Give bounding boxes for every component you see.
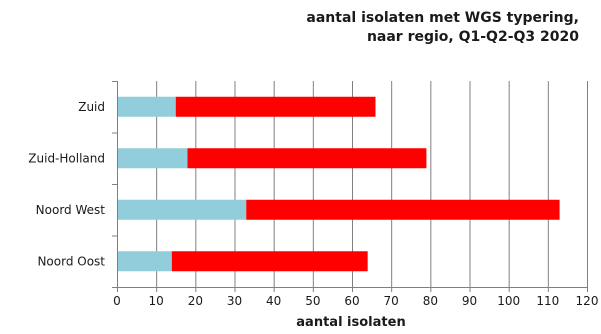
chart-title-line-1: aantal isolaten met WGS typering,: [306, 10, 579, 26]
bar-segment-2: [175, 96, 376, 117]
bar-segment-2: [246, 199, 560, 220]
x-axis-label: aantal isolaten: [296, 315, 406, 330]
chart-title-line-2: naar regio, Q1-Q2-Q3 2020: [366, 29, 579, 45]
x-tick-label: 0: [113, 294, 121, 308]
x-tick-label: 40: [266, 294, 281, 308]
x-tick-label: 90: [462, 294, 477, 308]
x-tick-label: 110: [536, 294, 559, 308]
x-tick-label: 30: [227, 294, 242, 308]
bar-segment-2: [171, 251, 368, 272]
category-label: Zuid: [78, 100, 105, 114]
axes: [112, 81, 588, 292]
bar-segment-1: [117, 96, 176, 117]
category-labels: Zuid Zuid-Holland Noord West Noord Oost: [28, 100, 105, 269]
category-label: Noord West: [36, 203, 106, 217]
bar-segment-2: [187, 148, 427, 169]
category-label: Noord Oost: [37, 254, 105, 268]
x-tick-label: 20: [188, 294, 203, 308]
x-tick-label: 80: [423, 294, 438, 308]
x-tick-label: 50: [305, 294, 320, 308]
bar-segment-1: [117, 251, 172, 272]
x-tick-labels: 0 10 20 30 40 50 60 70 80 90 100 110 120: [113, 294, 598, 308]
bar-segment-1: [117, 148, 188, 169]
x-tick-label: 60: [344, 294, 359, 308]
x-tick-label: 120: [576, 294, 599, 308]
x-tick-label: 70: [384, 294, 399, 308]
category-label: Zuid-Holland: [28, 151, 105, 165]
x-tick-label: 10: [149, 294, 164, 308]
x-tick-label: 100: [497, 294, 520, 308]
bars: [117, 96, 560, 272]
bar-segment-1: [117, 199, 247, 220]
